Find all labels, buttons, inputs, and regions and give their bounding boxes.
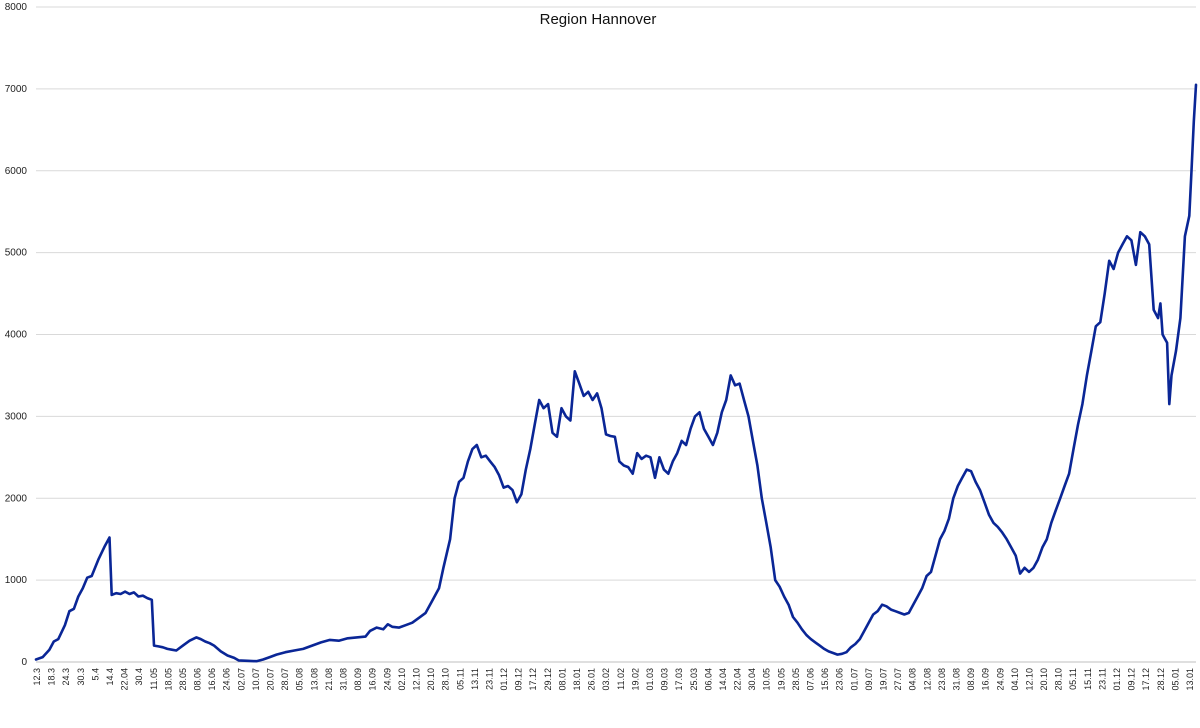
x-tick-label: 30.3 — [76, 668, 86, 686]
x-tick-label: 12.10 — [411, 668, 421, 691]
y-tick-label: 1000 — [5, 575, 28, 586]
x-tick-label: 14.04 — [718, 668, 728, 691]
x-tick-label: 24.09 — [382, 668, 392, 691]
x-tick-label: 20.07 — [266, 668, 276, 691]
x-tick-label: 23.06 — [835, 668, 845, 691]
y-tick-label: 6000 — [5, 166, 28, 177]
x-tick-label: 14.4 — [105, 668, 115, 686]
x-tick-label: 17.12 — [1141, 668, 1151, 691]
y-tick-label: 8000 — [5, 2, 28, 13]
x-tick-label: 28.10 — [1054, 668, 1064, 691]
x-tick-label: 18.3 — [47, 668, 57, 686]
x-tick-label: 05.01 — [1170, 668, 1180, 691]
x-tick-label: 26.01 — [587, 668, 597, 691]
x-tick-label: 02.10 — [397, 668, 407, 691]
x-tick-label: 08.06 — [193, 668, 203, 691]
x-tick-label: 09.07 — [864, 668, 874, 691]
x-tick-label: 13.01 — [1185, 668, 1195, 691]
x-tick-label: 17.03 — [674, 668, 684, 691]
x-tick-label: 01.03 — [645, 668, 655, 691]
x-tick-label: 5.4 — [90, 668, 100, 681]
x-tick-label: 02.07 — [236, 668, 246, 691]
x-tick-label: 05.11 — [1068, 668, 1078, 690]
x-tick-label: 05.11 — [455, 668, 465, 690]
y-tick-label: 2000 — [5, 493, 28, 504]
x-tick-label: 23.11 — [1097, 668, 1107, 690]
x-tick-label: 22.04 — [733, 668, 743, 691]
x-tick-label: 01.07 — [849, 668, 859, 691]
x-tick-label: 12.10 — [1024, 668, 1034, 691]
x-tick-label: 28.10 — [441, 668, 451, 691]
x-tick-label: 16.09 — [981, 668, 991, 691]
y-tick-label: 3000 — [5, 411, 28, 422]
x-tick-label: 28.05 — [791, 668, 801, 691]
x-tick-label: 28.12 — [1156, 668, 1166, 691]
x-tick-label: 05.08 — [295, 668, 305, 691]
y-tick-label: 0 — [21, 657, 27, 668]
chart-title: Region Hannover — [540, 11, 657, 28]
x-tick-label: 23.11 — [484, 668, 494, 690]
x-tick-label: 10.05 — [762, 668, 772, 691]
x-tick-label: 31.08 — [951, 668, 961, 691]
x-tick-label: 11.05 — [149, 668, 159, 690]
series-line — [34, 83, 1198, 663]
series-group — [34, 83, 1198, 663]
x-tick-label: 16.06 — [207, 668, 217, 691]
x-tick-label: 20.10 — [1039, 668, 1049, 691]
x-tick-label: 04.08 — [908, 668, 918, 691]
x-tick-label: 27.07 — [893, 668, 903, 691]
x-tick-label: 10.07 — [251, 668, 261, 691]
x-tick-label: 08.09 — [353, 668, 363, 691]
x-tick-label: 13.08 — [309, 668, 319, 691]
x-tick-label: 30.04 — [747, 668, 757, 691]
x-tick-label: 22.04 — [120, 668, 130, 691]
x-tick-label: 24.3 — [61, 668, 71, 686]
x-tick-label: 08.09 — [966, 668, 976, 691]
x-tick-label: 19.05 — [776, 668, 786, 691]
x-tick-label: 07.06 — [806, 668, 816, 691]
x-tick-label: 18.05 — [163, 668, 173, 691]
x-tick-label: 20.10 — [426, 668, 436, 691]
x-tick-label: 09.12 — [514, 668, 524, 691]
x-tick-label: 16.09 — [368, 668, 378, 691]
x-tick-label: 28.07 — [280, 668, 290, 691]
x-tick-label: 04.10 — [1010, 668, 1020, 691]
x-tick-label: 06.04 — [703, 668, 713, 691]
x-tick-label: 24.09 — [995, 668, 1005, 691]
x-tick-label: 28.05 — [178, 668, 188, 691]
x-tick-label: 18.01 — [572, 668, 582, 691]
gridlines — [36, 6, 1196, 663]
y-tick-label: 4000 — [5, 330, 28, 341]
x-tick-label: 15.11 — [1083, 668, 1093, 690]
y-tick-label: 5000 — [5, 248, 28, 259]
x-tick-label: 19.02 — [630, 668, 640, 691]
x-tick-label: 21.08 — [324, 668, 334, 691]
x-tick-label: 08.01 — [557, 668, 567, 691]
y-tick-label: 7000 — [5, 84, 28, 95]
x-tick-label: 09.03 — [660, 668, 670, 691]
x-tick-label: 30.4 — [134, 668, 144, 686]
x-tick-label: 19.07 — [879, 668, 889, 691]
x-tick-label: 29.12 — [543, 668, 553, 691]
x-tick-label: 09.12 — [1127, 668, 1137, 691]
x-tick-label: 12.08 — [922, 668, 932, 691]
x-tick-label: 12.3 — [32, 668, 42, 686]
x-tick-label: 15.06 — [820, 668, 830, 691]
x-tick-label: 23.08 — [937, 668, 947, 691]
x-tick-label: 01.12 — [1112, 668, 1122, 691]
x-axis: 12.3 18.3 24.3 30.3 5.4 14.4 22.04 30.4 11.05 18.… — [32, 668, 1195, 691]
x-tick-label: 13.11 — [470, 668, 480, 690]
x-tick-label: 25.03 — [689, 668, 699, 691]
x-tick-label: 17.12 — [528, 668, 538, 691]
x-tick-label: 01.12 — [499, 668, 509, 691]
x-tick-label: 31.08 — [338, 668, 348, 691]
x-tick-label: 11.02 — [616, 668, 626, 690]
x-tick-label: 03.02 — [601, 668, 611, 691]
y-axis: 0 1000 2000 3000 4000 5000 6000 7000 8000 — [5, 2, 28, 668]
x-tick-label: 24.06 — [222, 668, 232, 691]
